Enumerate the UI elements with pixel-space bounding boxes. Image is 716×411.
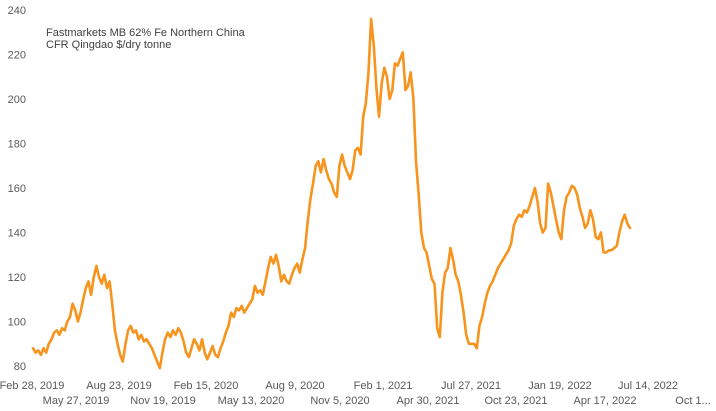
x-tick-label: Jan 19, 2022 bbox=[528, 380, 592, 392]
y-tick-label: 200 bbox=[8, 94, 26, 106]
y-tick-label: 220 bbox=[8, 50, 26, 62]
y-tick-label: 120 bbox=[8, 272, 26, 284]
x-tick-label: Aug 23, 2019 bbox=[86, 380, 151, 392]
x-tick-label: Nov 19, 2019 bbox=[130, 395, 195, 407]
series-line bbox=[31, 17, 632, 370]
y-tick-label: 180 bbox=[8, 139, 26, 151]
y-axis: 80 100 120 140 160 180 200 220 240 bbox=[8, 5, 26, 373]
x-axis: Feb 28, 2019 Aug 23, 2019 Feb 15, 2020 Aug … bbox=[0, 380, 711, 407]
x-tick-label: May 27, 2019 bbox=[43, 395, 110, 407]
y-tick-label: 100 bbox=[8, 317, 26, 329]
annotation-line-1: Fastmarkets MB 62% Fe Northern China bbox=[46, 27, 246, 39]
x-tick-label: Feb 15, 2020 bbox=[174, 380, 239, 392]
x-tick-label: Apr 30, 2021 bbox=[397, 395, 460, 407]
x-tick-label: Feb 1, 2021 bbox=[354, 380, 413, 392]
x-tick-label: Oct 23, 2021 bbox=[485, 395, 548, 407]
x-tick-label: Aug 9, 2020 bbox=[265, 380, 324, 392]
x-tick-label: Jul 14, 2022 bbox=[618, 380, 678, 392]
y-tick-label: 160 bbox=[8, 183, 26, 195]
y-tick-label: 80 bbox=[14, 361, 26, 373]
x-tick-label: Nov 5, 2020 bbox=[310, 395, 369, 407]
y-tick-label: 140 bbox=[8, 228, 26, 240]
x-tick-label: Jul 27, 2021 bbox=[441, 380, 501, 392]
y-tick-label: 240 bbox=[8, 5, 26, 17]
annotation-line-2: CFR Qingdao $/dry tonne bbox=[46, 39, 171, 51]
x-tick-label: Apr 17, 2022 bbox=[574, 395, 637, 407]
x-tick-label: Oct 1... bbox=[675, 395, 710, 407]
x-tick-label: Feb 28, 2019 bbox=[0, 380, 64, 392]
x-tick-label: May 13, 2020 bbox=[218, 395, 285, 407]
